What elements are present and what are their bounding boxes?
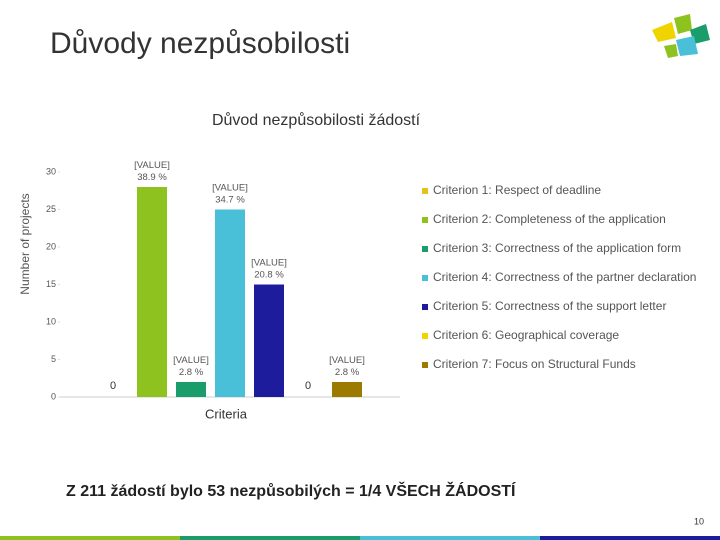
data-label: 0 [305,380,311,392]
bar [176,382,206,397]
y-tick-label: 25 [46,204,56,214]
legend-marker [422,362,428,368]
bar [332,382,362,397]
legend-marker [422,188,428,194]
data-label: [VALUE] 2.8 % [329,355,365,378]
legend-label: Criterion 3: Correctness of the applicat… [433,241,681,255]
legend-marker [422,304,428,310]
legend-marker [422,333,428,339]
y-tick-label: 5 [51,354,56,364]
legend-label: Criterion 4: Correctness of the partner … [433,270,696,284]
chart-title: Důvod nezpůsobilosti žádostí [212,111,421,129]
legend-label: Criterion 5: Correctness of the support … [433,299,666,313]
footnote: Z 211 žádostí bylo 53 nezpůsobilých = 1/… [66,481,516,500]
legend-label: Criterion 7: Focus on Structural Funds [433,357,636,371]
legend-label: Criterion 6: Geographical coverage [433,328,619,342]
y-tick-label: 0 [51,391,56,401]
bar [137,187,167,397]
y-axis-label: Number of projects [18,193,32,294]
legend-label: Criterion 1: Respect of deadline [433,183,601,197]
bottom-strip [0,536,720,540]
data-label: 0 [110,380,116,392]
y-tick-label: 10 [46,316,56,326]
data-label: [VALUE] 20.8 % [251,257,287,280]
y-tick-label: 30 [46,166,56,176]
bar [254,284,284,397]
x-axis-label: Criteria [205,406,248,421]
legend-marker [422,246,428,252]
page-number: 10 [694,516,704,526]
data-label: [VALUE] 2.8 % [173,355,209,378]
logo [652,14,710,58]
legend-marker [422,217,428,223]
slide-title: Důvody nezpůsobilosti [50,27,350,60]
bar [215,209,245,397]
y-tick-label: 15 [46,279,56,289]
y-tick-label: 20 [46,241,56,251]
data-label: [VALUE] 34.7 % [212,182,248,205]
data-label: [VALUE] 38.9 % [134,160,170,183]
legend-marker [422,275,428,281]
legend-label: Criterion 2: Completeness of the applica… [433,212,666,226]
